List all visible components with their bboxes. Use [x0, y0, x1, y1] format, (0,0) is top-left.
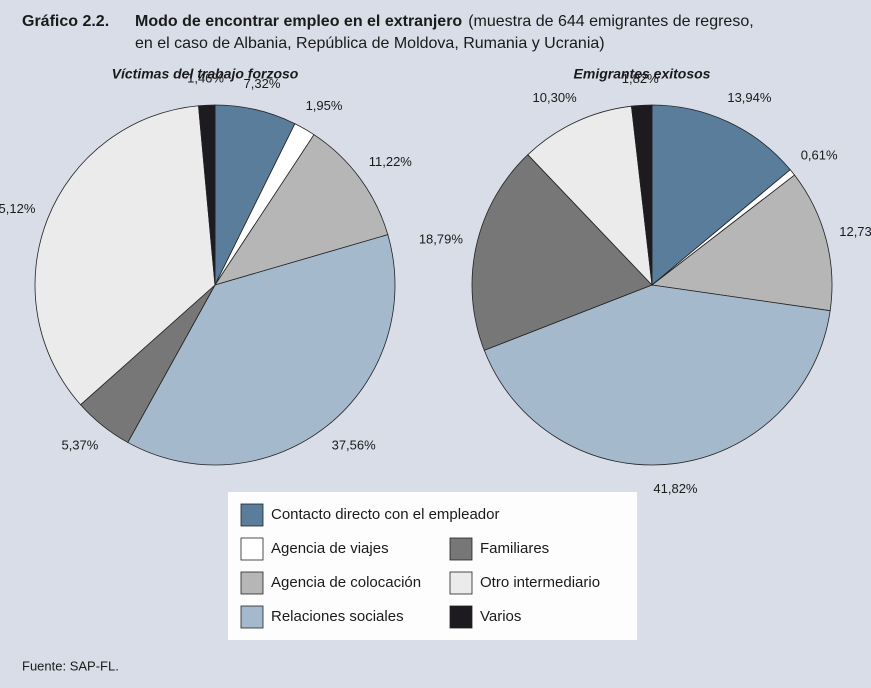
pie-slice	[34, 105, 216, 406]
pie-slice	[483, 284, 831, 466]
data-label: 13,94%	[727, 90, 772, 105]
data-label: 35,12%	[0, 201, 36, 216]
chart-subtitle: en el caso de Albania, República de Mold…	[135, 35, 605, 52]
pie-slice	[471, 154, 653, 351]
pie-slice	[127, 234, 396, 466]
legend-label: Relaciones sociales	[271, 608, 404, 625]
pie-slice	[214, 134, 389, 286]
data-label: 7,32%	[244, 76, 281, 91]
pie-title: Emigrantes exitosos	[574, 66, 711, 82]
pie-slice	[651, 104, 791, 286]
legend-swatch	[240, 537, 264, 561]
legend-swatch	[240, 571, 264, 595]
data-label: 37,56%	[332, 437, 377, 452]
legend-label: Agencia de colocación	[271, 574, 421, 591]
legend-box	[228, 492, 637, 640]
legend-swatch	[240, 605, 264, 629]
legend-label: Otro intermediario	[480, 574, 600, 591]
source-note: Fuente: SAP-FL.	[22, 658, 119, 673]
legend-label: Familiares	[480, 540, 549, 557]
legend-label: Agencia de viajes	[271, 540, 389, 557]
data-label: 11,22%	[369, 154, 413, 169]
figure-label: Gráfico 2.2.	[22, 13, 109, 30]
legend-swatch	[449, 605, 473, 629]
data-label: 0,61%	[801, 148, 838, 163]
data-label: 12,73%	[839, 224, 871, 239]
pie-title: Víctimas del trabajo forzoso	[112, 66, 299, 82]
data-label: 41,82%	[653, 481, 698, 496]
legend-swatch	[449, 537, 473, 561]
data-label: 1,95%	[306, 98, 343, 113]
pie-slice	[527, 105, 653, 287]
pie-slice	[651, 174, 833, 312]
legend-swatch	[449, 571, 473, 595]
pie-slice	[631, 104, 653, 286]
legend-swatch	[240, 503, 264, 527]
chart-title: Modo de encontrar empleo en el extranjer…	[135, 13, 462, 30]
legend-label: Contacto directo con el empleador	[271, 506, 499, 523]
data-label: 1,82%	[622, 71, 659, 86]
chart-subtitle: (muestra de 644 emigrantes de regreso,	[468, 13, 753, 30]
data-label: 18,79%	[419, 232, 464, 247]
legend-label: Varios	[480, 608, 521, 625]
data-label: 1,46%	[187, 71, 224, 86]
data-label: 10,30%	[533, 90, 578, 105]
data-label: 5,37%	[61, 437, 98, 452]
pie-slice	[198, 104, 216, 286]
